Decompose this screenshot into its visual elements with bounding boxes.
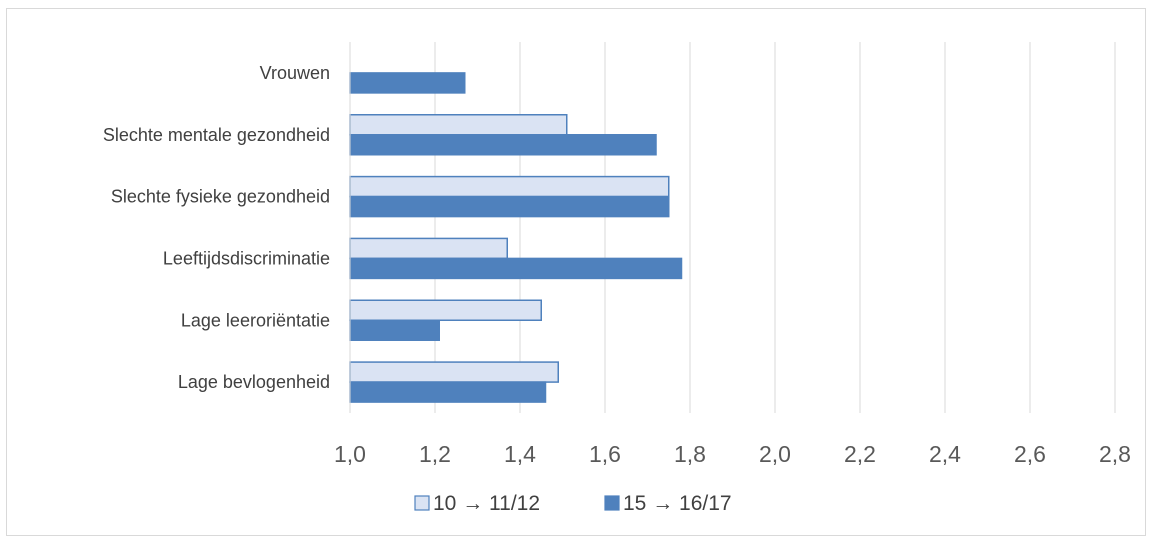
x-tick-label: 2,0 (759, 441, 791, 467)
category-label: Vrouwen (260, 63, 330, 83)
category-label: Lage leeroriëntatie (181, 310, 330, 330)
legend-swatch-1 (414, 495, 430, 511)
x-tick-label: 1,0 (334, 441, 366, 467)
bar-series-1 (349, 114, 568, 136)
legend-label-2: 15 → 16/17 (623, 492, 732, 515)
bar-series-1 (349, 237, 508, 260)
legend-swatch-2 (604, 495, 620, 511)
bar-series-1 (349, 175, 670, 198)
bar-series-1 (349, 361, 559, 383)
x-tick-label: 2,6 (1014, 441, 1046, 467)
bar-series-2 (349, 134, 657, 156)
category-label: Slechte fysieke gezondheid (111, 187, 330, 207)
x-tick-label: 2,8 (1099, 441, 1131, 467)
category-label: Slechte mentale gezondheid (103, 125, 330, 145)
x-tick-label: 1,6 (589, 441, 621, 467)
x-tick-label: 1,4 (504, 441, 536, 467)
x-tick-label: 2,2 (844, 441, 876, 467)
x-tick-label: 1,8 (674, 441, 706, 467)
bar-series-1 (349, 299, 542, 321)
bar-series-2 (349, 257, 683, 280)
category-label: Lage bevlogenheid (178, 372, 330, 392)
category-label: Leeftijdsdiscriminatie (163, 248, 330, 268)
bar-series-2 (349, 195, 670, 218)
x-tick-label: 1,2 (419, 441, 451, 467)
legend-label-1: 10 → 11/12 (433, 492, 540, 515)
bar-series-2 (349, 72, 466, 94)
bar-series-2 (349, 319, 440, 341)
bar-series-2 (349, 381, 547, 403)
x-tick-label: 2,4 (929, 441, 961, 467)
